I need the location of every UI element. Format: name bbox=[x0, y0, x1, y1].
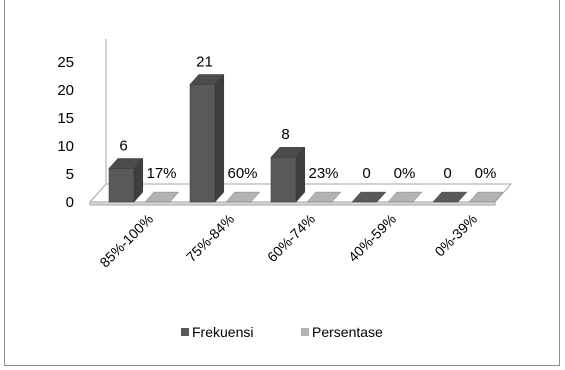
y-tick-label: 5 bbox=[66, 166, 74, 183]
bar-frekuensi bbox=[432, 191, 468, 203]
y-tick-label: 10 bbox=[57, 138, 74, 155]
category-label: 60%-74% bbox=[264, 211, 318, 265]
y-tick-label: 15 bbox=[57, 110, 74, 127]
data-label-persentase: 0% bbox=[394, 165, 416, 182]
bar-frekuensi bbox=[108, 157, 144, 203]
legend: Frekuensi Persentase bbox=[181, 324, 383, 340]
category-label: 40%-59% bbox=[345, 211, 399, 265]
category-label: 75%-84% bbox=[183, 211, 237, 265]
category-label: 85%-100% bbox=[96, 211, 156, 271]
legend-item: Frekuensi bbox=[181, 324, 253, 340]
floor-edge bbox=[89, 201, 496, 206]
legend-label: Persentase bbox=[312, 324, 383, 340]
bar-frekuensi bbox=[351, 191, 387, 203]
data-labels: 6 17% 21 60% 8 23% 0 0% 0 0% bbox=[119, 53, 496, 182]
data-label-frekuensi: 21 bbox=[196, 53, 213, 70]
bar-persentase bbox=[468, 191, 504, 203]
legend-swatch bbox=[181, 328, 189, 336]
data-label-persentase: 23% bbox=[308, 165, 338, 182]
bars bbox=[108, 73, 504, 203]
y-tick-label: 0 bbox=[66, 194, 74, 211]
data-label-frekuensi: 0 bbox=[362, 165, 370, 182]
data-label-frekuensi: 0 bbox=[443, 165, 451, 182]
x-axis-categories: 85%-100% 75%-84% 60%-74% 40%-59% 0%-39% bbox=[96, 211, 480, 271]
data-label-persentase: 17% bbox=[146, 165, 176, 182]
bar-persentase bbox=[144, 191, 180, 203]
bar-frekuensi bbox=[270, 146, 306, 203]
data-label-frekuensi: 8 bbox=[281, 126, 289, 143]
bar-frekuensi bbox=[189, 73, 225, 203]
legend-label: Frekuensi bbox=[192, 324, 253, 340]
bar-persentase bbox=[225, 191, 261, 203]
category-label: 0%-39% bbox=[431, 211, 480, 260]
y-tick-label: 20 bbox=[57, 82, 74, 99]
data-label-persentase: 0% bbox=[475, 165, 497, 182]
legend-swatch bbox=[301, 328, 309, 336]
bar-persentase bbox=[387, 191, 423, 203]
data-label-frekuensi: 6 bbox=[119, 137, 127, 154]
y-tick-label: 25 bbox=[57, 54, 74, 71]
y-axis-ticks: 0 5 10 15 20 25 bbox=[57, 54, 74, 211]
legend-item: Persentase bbox=[301, 324, 383, 340]
bar-persentase bbox=[306, 191, 342, 203]
data-label-persentase: 60% bbox=[227, 165, 257, 182]
